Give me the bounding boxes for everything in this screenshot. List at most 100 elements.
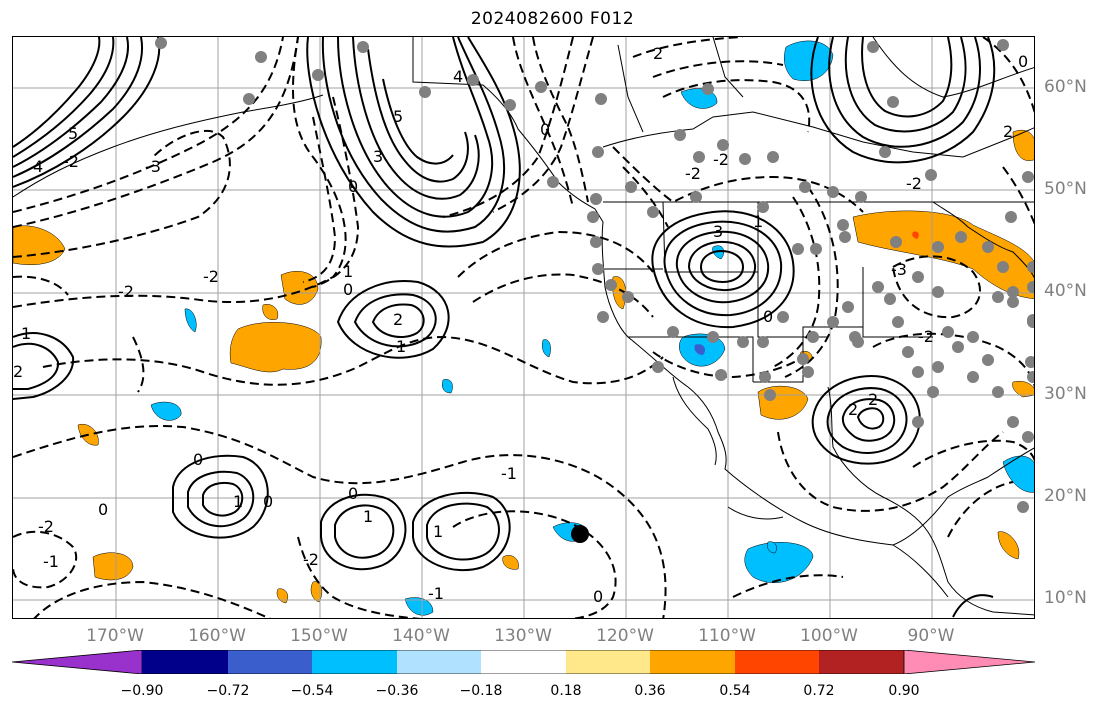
contour-label: 2 <box>393 310 403 329</box>
contour-label: 1 <box>363 507 373 526</box>
positive-contours <box>13 37 996 618</box>
lat-label-10n: 10°N <box>1044 588 1087 608</box>
cyan-region <box>150 401 182 421</box>
contour-label: 1 <box>433 522 443 541</box>
dark-blue-patch <box>694 344 706 355</box>
contour-label: 0 <box>1018 52 1028 71</box>
orange-region <box>1012 381 1034 398</box>
lon-label-130w: 130°W <box>494 626 552 646</box>
cyan-region <box>184 308 197 333</box>
contour-label: 5 <box>68 124 78 143</box>
cyan-region <box>442 379 453 394</box>
contour-label: -2 <box>63 152 79 171</box>
contour-label: 0 <box>98 500 108 519</box>
colorbar-segment <box>228 650 312 674</box>
colorbar-segment <box>735 650 819 674</box>
contour-label: 4 <box>453 67 463 86</box>
station-dots <box>155 37 1034 513</box>
colorbar-segment <box>312 650 397 674</box>
contour-label: 4 <box>33 157 43 176</box>
contour-label: 3 <box>713 222 723 241</box>
contour-label: 0 <box>540 120 550 139</box>
graticule <box>13 37 1034 618</box>
contour-label: -2 <box>38 517 54 536</box>
storm-marker <box>571 525 589 543</box>
lat-label-30n: 30°N <box>1044 384 1087 404</box>
contour-label: 0 <box>763 307 773 326</box>
map-title: 2024082600 F012 <box>470 9 635 29</box>
lat-label-20n: 20°N <box>1044 486 1087 506</box>
contour-label: -2 <box>918 327 934 346</box>
contour-label: -1 <box>501 464 517 483</box>
orange-region <box>229 322 322 373</box>
cyan-region <box>404 597 434 616</box>
colorbar-tick: 0.72 <box>803 683 835 699</box>
contour-label: 0 <box>593 587 603 606</box>
contour-label: -2 <box>303 550 319 569</box>
colorbar-svg <box>11 649 1036 675</box>
lon-label-150w: 150°W <box>290 626 348 646</box>
orange-region <box>1012 129 1034 161</box>
orange-region <box>13 225 66 265</box>
contour-label: -3 <box>891 260 907 279</box>
contour-label: -2 <box>906 174 922 193</box>
contour-label: 2 <box>868 390 878 409</box>
cyan-region <box>1002 455 1034 493</box>
colorbar-tick: −0.90 <box>120 683 164 699</box>
lon-label-100w: 100°W <box>800 626 858 646</box>
colorbar-extend-high <box>903 649 1036 675</box>
colorbar-extend-low <box>11 649 143 675</box>
colorbar-tick: −0.54 <box>290 683 334 699</box>
cyan-region <box>784 40 834 81</box>
colorbar-tick: −0.72 <box>206 683 250 699</box>
colorbar-segment <box>481 650 566 674</box>
colorbar-segment <box>566 650 650 674</box>
red-patch <box>912 231 919 239</box>
colorbar-tick: 0.36 <box>634 683 666 699</box>
map-panel: 5 4 5 3 3 2 1 2 2 0 1 1 0 1 0 -2 -2 -1 -… <box>12 36 1035 619</box>
contour-label: 1 <box>343 262 353 281</box>
contour-label: 0 <box>348 177 358 196</box>
contour-label: -2 <box>685 164 701 183</box>
lon-label-120w: 120°W <box>596 626 654 646</box>
contour-label: 1 <box>233 492 243 511</box>
lon-label-140w: 140°W <box>392 626 450 646</box>
colorbar <box>11 649 1036 675</box>
negative-contours <box>13 37 1034 618</box>
contour-label: -3 <box>145 157 161 176</box>
colorbar-tick: 0.18 <box>550 683 582 699</box>
contour-label: 0 <box>263 492 273 511</box>
map-svg: 5 4 5 3 3 2 1 2 2 0 1 1 0 1 0 -2 -2 -1 -… <box>13 37 1034 618</box>
colorbar-tick: 0.54 <box>719 683 751 699</box>
contour-label: 1 <box>21 324 31 343</box>
contour-label: 5 <box>393 107 403 126</box>
orange-region <box>280 271 319 305</box>
lon-label-90w: 90°W <box>907 626 955 646</box>
colorbar-segment <box>650 650 735 674</box>
contour-label: 2 <box>848 400 858 419</box>
contour-label: 0 <box>343 280 353 299</box>
lon-label-110w: 110°W <box>698 626 756 646</box>
orange-region <box>997 531 1020 560</box>
cyan-region <box>767 541 777 554</box>
contour-label: -1 <box>428 584 444 603</box>
contour-label: -2 <box>713 150 729 169</box>
contour-label: 1 <box>396 337 406 356</box>
cyan-region <box>542 339 551 358</box>
colorbar-segment <box>142 650 228 674</box>
lat-label-50n: 50°N <box>1044 179 1087 199</box>
orange-region <box>92 552 134 581</box>
colorbar-tick: −0.36 <box>375 683 419 699</box>
orange-region <box>276 588 289 604</box>
contour-label: 0 <box>193 450 203 469</box>
cyan-region <box>712 245 724 260</box>
lat-label-60n: 60°N <box>1044 77 1087 97</box>
contour-label: 2 <box>13 362 23 381</box>
colorbar-segment <box>397 650 481 674</box>
orange-region <box>262 304 279 320</box>
lat-label-40n: 40°N <box>1044 281 1087 301</box>
contour-label: -2 <box>118 282 134 301</box>
colorbar-segment <box>819 650 904 674</box>
orange-region <box>852 210 1034 299</box>
colorbar-tick: −0.18 <box>459 683 503 699</box>
